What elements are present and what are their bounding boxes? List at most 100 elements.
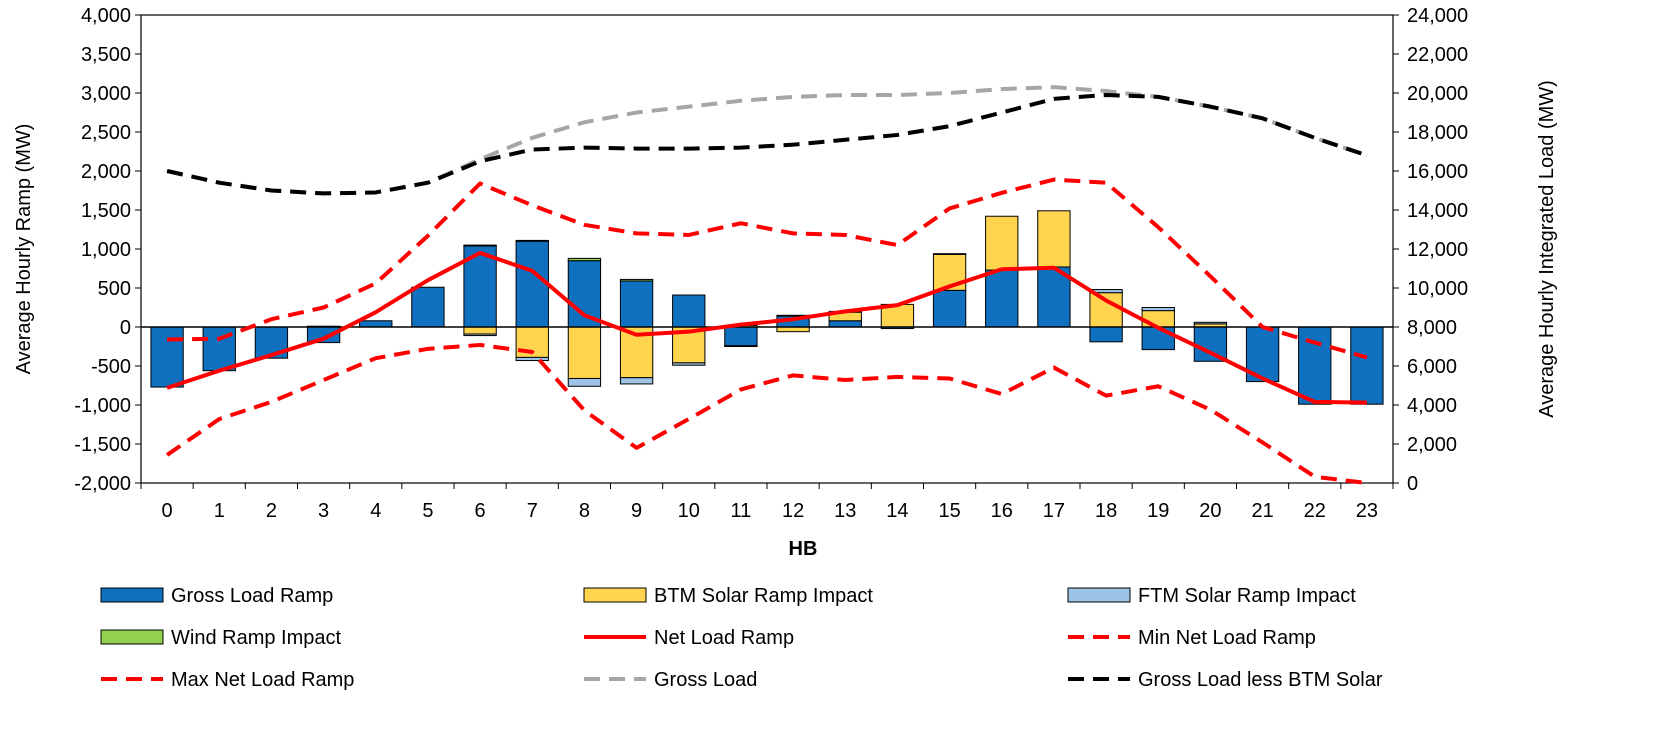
x-tick-label: 18 <box>1095 500 1117 522</box>
x-tick-label: 12 <box>782 500 804 522</box>
bar-ftm-solar-ramp-impact-8 <box>567 377 602 387</box>
legend-swatch-wind-ramp-impact <box>100 629 164 645</box>
x-tick-label: 15 <box>938 500 960 522</box>
bar-gross-load-ramp-9 <box>619 280 654 328</box>
y2-axis-title: Average Hourly Integrated Load (MW) <box>1536 80 1558 418</box>
bar-gross-load-ramp-11 <box>724 326 758 347</box>
y-tick-label: 2,000 <box>81 161 131 183</box>
y2-tick-label: 6,000 <box>1407 356 1457 378</box>
bar-btm-solar-ramp-impact-18 <box>1089 292 1123 328</box>
legend: Gross Load Ramp BTM Solar Ramp Impact FTM … <box>100 585 1383 691</box>
legend-label-gross-load-less-btm-solar: Gross Load less BTM Solar <box>1138 669 1383 691</box>
bar-wind-ramp-impact-7 <box>515 239 549 242</box>
x-tick-label: 19 <box>1147 500 1169 522</box>
x-tick-label: 3 <box>318 500 329 522</box>
y2-tick-label: 12,000 <box>1407 239 1468 261</box>
lines-layer <box>165 85 1368 485</box>
bar-ftm-solar-ramp-impact-9 <box>619 377 654 385</box>
bar-gross-load-ramp-10 <box>672 294 706 328</box>
y2-tick-label: 8,000 <box>1407 317 1457 339</box>
bar-gross-load-ramp-18 <box>1089 326 1123 343</box>
y-tick-label: 4,000 <box>81 5 131 27</box>
bar-ftm-solar-ramp-impact-20 <box>1193 321 1228 325</box>
x-tick-label: 6 <box>475 500 486 522</box>
legend-label-btm-solar-ramp-impact: BTM Solar Ramp Impact <box>654 585 873 607</box>
bar-ftm-solar-ramp-impact-10 <box>672 362 706 366</box>
bar-wind-ramp-impact-15 <box>932 253 967 255</box>
x-tick-label: 21 <box>1251 500 1273 522</box>
bar-btm-solar-ramp-impact-6 <box>463 326 497 335</box>
line-max-net-load-ramp <box>167 177 1368 360</box>
x-tick-label: 23 <box>1356 500 1378 522</box>
x-tick-label: 10 <box>678 500 700 522</box>
bar-ftm-solar-ramp-impact-7 <box>515 356 549 362</box>
x-tick-label: 20 <box>1199 500 1221 522</box>
bar-btm-solar-ramp-impact-16 <box>985 215 1019 271</box>
bar-gross-load-ramp-4 <box>359 320 393 328</box>
y2-tick-label: 14,000 <box>1407 200 1468 222</box>
bar-wind-ramp-impact-8 <box>567 257 602 262</box>
bar-btm-solar-ramp-impact-19 <box>1141 310 1175 328</box>
legend-swatch-btm-solar-ramp-impact <box>583 587 647 603</box>
y2-tick-label: 22,000 <box>1407 44 1468 66</box>
bar-ftm-solar-ramp-impact-11 <box>724 345 758 348</box>
bar-gross-load-ramp-13 <box>828 320 862 328</box>
y2-tick-label: 10,000 <box>1407 278 1468 300</box>
y-tick-label: -2,000 <box>74 473 131 495</box>
bar-btm-solar-ramp-impact-8 <box>567 326 602 379</box>
plot-area-frame <box>140 14 1394 484</box>
x-tick-label: 14 <box>886 500 908 522</box>
right-axis: 24,000 22,000 20,000 18,000 16,000 14,000 12,0… <box>1393 5 1468 495</box>
bar-gross-load-ramp-7 <box>515 240 549 328</box>
x-tick-label: 8 <box>579 500 590 522</box>
y2-tick-label: 20,000 <box>1407 83 1468 105</box>
x-tick-label: 17 <box>1043 500 1065 522</box>
x-tick-label: 16 <box>991 500 1013 522</box>
y-tick-label: -1,000 <box>74 395 131 417</box>
y-tick-label: -500 <box>91 356 131 378</box>
x-tick-label: 11 <box>731 500 752 522</box>
bar-btm-solar-ramp-impact-17 <box>1037 210 1071 268</box>
legend-label-gross-load: Gross Load <box>654 669 757 691</box>
y2-tick-label: 18,000 <box>1407 122 1468 144</box>
bar-gross-load-ramp-23 <box>1350 326 1384 405</box>
legend-label-wind-ramp-impact: Wind Ramp Impact <box>171 627 341 649</box>
x-tick-label: 1 <box>214 500 225 522</box>
y-tick-label: 3,000 <box>81 83 131 105</box>
bar-gross-load-ramp-19 <box>1141 326 1175 351</box>
x-tick-label: 4 <box>370 500 381 522</box>
line-gross-load-less-btm-solar <box>166 92 1368 196</box>
y-axis-title: Average Hourly Ramp (MW) <box>13 124 35 375</box>
x-tick-label: 0 <box>162 500 173 522</box>
bar-ftm-solar-ramp-impact-6 <box>463 333 497 337</box>
y-tick-label: 1,000 <box>81 239 131 261</box>
x-tick-label: 5 <box>422 500 433 522</box>
bar-gross-load-ramp-22 <box>1298 326 1332 405</box>
legend-label-max-net-load-ramp: Max Net Load Ramp <box>171 669 354 691</box>
y-tick-label: 3,500 <box>81 44 131 66</box>
y2-tick-label: 16,000 <box>1407 161 1468 183</box>
x-tick-label: 2 <box>266 500 277 522</box>
legend-swatch-ftm-solar-ramp-impact <box>1067 587 1131 603</box>
left-axis: 4,000 3,500 3,000 2,500 2,000 1,500 1,000 500 0 -… <box>74 5 141 495</box>
bar-wind-ramp-impact-6 <box>463 244 497 247</box>
legend-label-net-load-ramp: Net Load Ramp <box>654 627 794 649</box>
x-axis: 0 1 2 3 4 5 6 7 8 9 10 11 12 13 14 15 16 17 18 19 20 21 22 23 <box>140 483 1394 522</box>
y2-tick-label: 24,000 <box>1407 5 1468 27</box>
legend-swatch-gross-load-ramp <box>100 587 164 603</box>
bar-wind-ramp-impact-9 <box>619 278 654 282</box>
y-tick-label: 1,500 <box>81 200 131 222</box>
bar-gross-load-ramp-0 <box>150 326 184 388</box>
bar-gross-load-ramp-16 <box>985 269 1019 328</box>
line-net-load-ramp <box>166 250 1367 405</box>
y2-tick-label: 0 <box>1407 473 1418 495</box>
legend-label-gross-load-ramp: Gross Load Ramp <box>171 585 333 607</box>
x-tick-label: 9 <box>631 500 642 522</box>
bar-gross-load-ramp-5 <box>411 286 445 328</box>
y-tick-label: -1,500 <box>74 434 131 456</box>
y-tick-label: 0 <box>120 317 131 339</box>
y2-tick-label: 2,000 <box>1407 434 1457 456</box>
x-tick-label: 7 <box>527 500 538 522</box>
